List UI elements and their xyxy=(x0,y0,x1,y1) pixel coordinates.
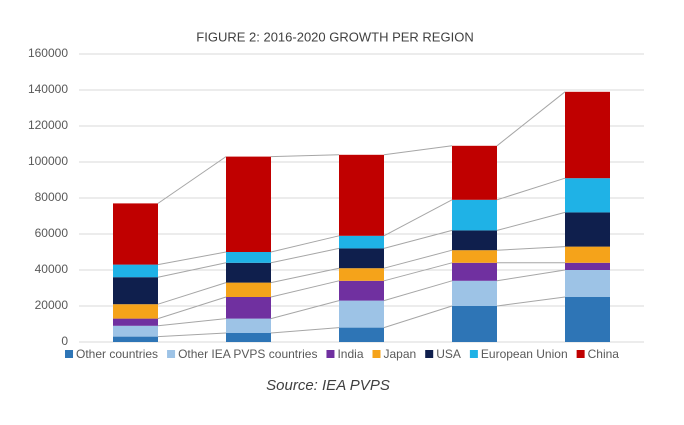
y-tick-label: 160000 xyxy=(28,46,68,60)
chart-title: FIGURE 2: 2016-2020 GROWTH PER REGION xyxy=(196,29,473,44)
bar-segment xyxy=(113,318,158,326)
connector-line xyxy=(270,154,340,158)
bar-segment xyxy=(565,178,610,213)
connector-line xyxy=(270,235,340,253)
connector-line xyxy=(496,177,566,201)
connector-line xyxy=(270,327,340,334)
connector-line xyxy=(157,318,227,327)
connector-line xyxy=(383,229,453,249)
bar-segment xyxy=(565,212,610,247)
bar-segment xyxy=(452,306,497,342)
connector-line xyxy=(496,296,566,307)
legend-swatch xyxy=(576,350,585,358)
legend-swatch xyxy=(469,350,478,358)
y-tick-label: 40000 xyxy=(35,262,69,276)
legend-label: China xyxy=(588,347,620,361)
bar-segment xyxy=(452,280,497,306)
source-note: Source: IEA PVPS xyxy=(266,377,390,394)
bar-segment xyxy=(452,230,497,251)
bar-segment xyxy=(226,333,271,342)
bar-segment xyxy=(565,91,610,179)
connector-line xyxy=(157,251,227,266)
y-tick-label: 120000 xyxy=(28,118,68,132)
bar-segment xyxy=(113,203,158,265)
bar-segment xyxy=(452,145,497,200)
bar-segment xyxy=(226,262,271,283)
y-tick-label: 140000 xyxy=(28,82,68,96)
bar-segment xyxy=(565,246,610,263)
connector-line xyxy=(383,249,453,269)
y-tick-label: 0 xyxy=(61,334,68,348)
bar-segment xyxy=(339,154,384,236)
bar-segment xyxy=(113,336,158,342)
connector-line xyxy=(496,269,566,282)
bar-segment xyxy=(452,250,497,263)
legend-label: India xyxy=(337,347,363,361)
legend-swatch xyxy=(425,350,434,358)
legend-label: USA xyxy=(436,347,461,361)
y-tick-label: 100000 xyxy=(28,154,68,168)
legend-swatch xyxy=(65,350,74,358)
bar-segment xyxy=(226,282,271,297)
bar-segment xyxy=(339,280,384,301)
connector-line xyxy=(157,282,227,305)
connector-line xyxy=(383,305,453,329)
legend-swatch xyxy=(167,350,176,358)
connector-line xyxy=(157,156,227,204)
legend-swatch xyxy=(372,350,381,358)
y-tick-label: 80000 xyxy=(35,190,69,204)
legend-label: Other IEA PVPS countries xyxy=(178,347,317,361)
bar-segment xyxy=(565,297,610,342)
bar-segment xyxy=(113,325,158,337)
y-tick-label: 60000 xyxy=(35,226,69,240)
connector-line xyxy=(496,246,566,251)
legend-swatch xyxy=(326,350,335,358)
bar-segment xyxy=(226,252,271,263)
legend-label: European Union xyxy=(481,347,568,361)
bar-segment xyxy=(565,270,610,297)
connector-line xyxy=(496,91,566,147)
bar-segment xyxy=(339,248,384,269)
bar-segment xyxy=(226,297,271,319)
legend: Other countries Other IEA PVPS countries I… xyxy=(65,347,619,361)
connector-line xyxy=(270,280,340,298)
bar-segment xyxy=(339,300,384,328)
bar-segment xyxy=(452,262,497,281)
bar-segment xyxy=(339,268,384,281)
connector-line xyxy=(383,280,453,302)
bar-segment xyxy=(565,262,610,270)
y-tick-label: 20000 xyxy=(35,298,69,312)
bar-segment xyxy=(339,235,384,249)
legend-label: Japan xyxy=(384,347,417,361)
connector-line xyxy=(383,262,453,282)
bar-segment xyxy=(113,304,158,319)
connector-line xyxy=(383,145,453,156)
legend-label: Other countries xyxy=(76,347,158,361)
connector-line xyxy=(157,332,227,338)
connector-line xyxy=(270,267,340,284)
connector-line xyxy=(157,296,227,320)
connector-line xyxy=(270,300,340,320)
connector-line xyxy=(270,247,340,264)
bar-segment xyxy=(226,318,271,333)
bar-segment xyxy=(339,327,384,342)
connector-line xyxy=(157,262,227,278)
connector-line xyxy=(496,211,566,231)
bar-segment xyxy=(226,156,271,252)
connector-line xyxy=(383,199,453,237)
bar-segment xyxy=(113,277,158,305)
bar-segment xyxy=(113,264,158,278)
bar-segment xyxy=(452,199,497,231)
